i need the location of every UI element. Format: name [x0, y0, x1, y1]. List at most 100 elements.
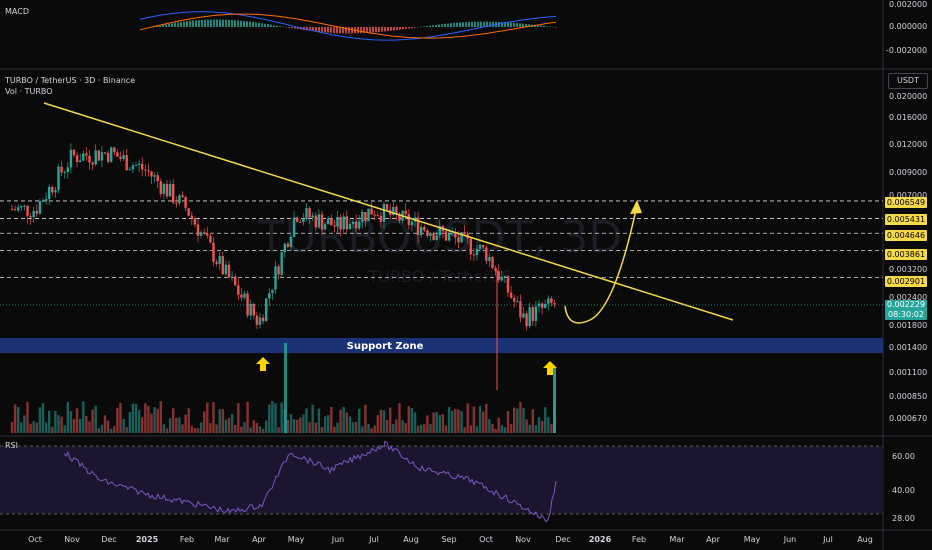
volume-bar — [66, 401, 69, 433]
volume-bar — [35, 422, 38, 433]
macd-histogram-bar — [330, 27, 332, 33]
price-tick: 0.000670 — [889, 414, 928, 423]
macd-histogram-bar — [423, 26, 425, 27]
macd-histogram-bar — [183, 21, 185, 27]
volume-bar — [370, 428, 373, 433]
macd-histogram-bar — [375, 27, 377, 33]
candle-body — [168, 184, 172, 197]
candle-body — [491, 256, 494, 268]
volume-bar — [212, 401, 215, 433]
volume-bar — [385, 419, 389, 433]
candle-body — [395, 206, 398, 214]
macd-histogram-bar — [414, 27, 416, 28]
volume-bar — [17, 407, 20, 433]
candle-body — [199, 232, 203, 236]
volume-bar — [420, 424, 423, 433]
signal-line — [139, 13, 557, 39]
volume-bar — [196, 428, 200, 433]
time-tick: Dec — [101, 535, 117, 544]
candle-body — [485, 247, 488, 261]
candle-body — [63, 171, 66, 173]
volume-bar — [274, 403, 277, 433]
candle-body — [48, 186, 51, 199]
volume-bar — [181, 424, 184, 433]
volume-bar — [249, 427, 252, 433]
volume-bar — [550, 424, 553, 433]
candle-body — [187, 208, 190, 216]
time-tick: Apr — [252, 535, 266, 544]
volume-bar — [544, 407, 547, 433]
candle-body — [20, 205, 23, 208]
time-tick: Feb — [631, 535, 647, 544]
price-tick: 0.003200 — [889, 265, 928, 274]
volume-bar — [519, 401, 522, 433]
macd-histogram-bar — [195, 20, 197, 27]
macd-histogram-bar — [444, 23, 446, 27]
candle-body — [181, 195, 184, 198]
candle-body — [79, 160, 82, 163]
candle-body — [271, 289, 274, 294]
candle-body — [302, 218, 305, 223]
candle-body — [261, 317, 265, 322]
candle-body — [206, 233, 209, 236]
currency-button[interactable]: USDT — [888, 73, 928, 89]
volume-bar — [457, 409, 460, 433]
candle-body — [292, 217, 296, 237]
candle-body — [351, 221, 355, 224]
price-tick: 0.016000 — [889, 113, 928, 122]
macd-histogram-bar — [312, 27, 314, 32]
volume-bar — [351, 422, 355, 433]
macd-histogram-bar — [537, 25, 539, 27]
macd-histogram-bar — [159, 25, 161, 27]
volume-bar — [376, 415, 379, 433]
candle-body — [141, 163, 144, 170]
macd-tick: 0.002000 — [889, 0, 928, 9]
candle-body — [385, 203, 389, 210]
trendline[interactable] — [43, 102, 734, 321]
macd-histogram-bar — [243, 21, 245, 27]
volume-bar — [51, 426, 54, 433]
macd-histogram-bar — [333, 27, 335, 33]
price-tick: 0.020000 — [889, 92, 928, 101]
volume-bar — [60, 416, 63, 433]
countdown-timer: 08:30:02 — [888, 310, 924, 319]
candle-body — [317, 214, 321, 228]
volume-bar — [128, 412, 131, 433]
candle-body — [379, 215, 383, 222]
candle-body — [457, 237, 460, 243]
macd-histogram-bar — [162, 24, 164, 27]
volume-bar — [199, 422, 203, 433]
volume-bar — [97, 428, 100, 433]
candle-body — [178, 195, 181, 204]
volume-bar — [38, 407, 42, 433]
candle-body — [230, 276, 234, 278]
volume-bar — [314, 422, 317, 433]
candle-body — [463, 232, 466, 234]
time-tick: Aug — [857, 535, 873, 544]
projection-curve[interactable] — [564, 204, 638, 324]
candle-body — [320, 214, 324, 230]
candle-body — [472, 254, 476, 256]
volume-bar — [547, 417, 550, 433]
candle-body — [283, 243, 286, 253]
macd-histogram-bar — [549, 26, 551, 28]
time-tick: Feb — [179, 535, 195, 544]
macd-histogram-bar — [288, 27, 290, 28]
candle-body — [398, 213, 401, 221]
volume-bar — [354, 422, 358, 433]
volume-bar — [150, 413, 153, 433]
volume-bar — [379, 409, 383, 433]
volume-bar — [463, 427, 466, 433]
volume-bar — [57, 415, 60, 433]
time-axis[interactable]: Oct Nov Dec 2025 Feb Mar Apr May Jun Jul Aug Sep Oct… — [0, 531, 883, 550]
support-zone-band — [0, 338, 883, 353]
candle-body — [258, 317, 262, 325]
macd-histogram-bar — [252, 22, 254, 27]
macd-histogram-bar — [168, 23, 170, 27]
macd-histogram-bar — [222, 19, 224, 27]
volume-bar — [323, 416, 327, 433]
macd-histogram-bar — [237, 20, 239, 27]
candle-body — [196, 224, 200, 236]
volume-bar — [438, 414, 441, 433]
